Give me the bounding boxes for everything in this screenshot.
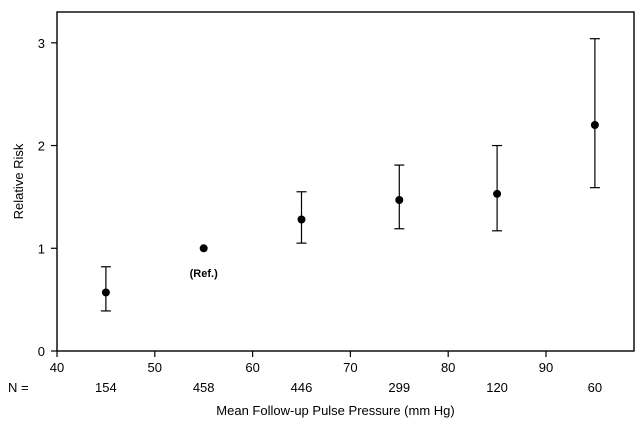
- n-value-label: 446: [291, 380, 313, 395]
- x-tick-label: 80: [441, 360, 455, 375]
- y-tick-label: 2: [38, 139, 45, 154]
- data-point: [395, 195, 404, 204]
- x-tick-label: 50: [148, 360, 162, 375]
- x-tick-label: 60: [245, 360, 259, 375]
- x-axis-title: Mean Follow-up Pulse Pressure (mm Hg): [216, 403, 454, 418]
- n-value-label: 120: [486, 380, 508, 395]
- y-tick-label: 0: [38, 344, 45, 359]
- n-value-label: 60: [588, 380, 602, 395]
- y-tick-label: 3: [38, 36, 45, 51]
- n-value-label: 458: [193, 380, 215, 395]
- ref-annotation: (Ref.): [190, 268, 218, 280]
- axis-ticks: 40 50 60 70 80 90 0 1 2 3: [38, 36, 553, 375]
- x-tick-label: 90: [539, 360, 553, 375]
- data-point: [590, 121, 599, 129]
- chart-labels: (Ref.) N = 154 458 446 299 120 60 Mean Follow-up…: [8, 143, 602, 418]
- axes: [56, 11, 635, 352]
- data-point: [297, 215, 306, 224]
- data-point: [493, 189, 502, 198]
- x-tick-label: 40: [50, 360, 64, 375]
- n-prefix: N =: [8, 380, 29, 395]
- data-point: [199, 244, 208, 253]
- n-value-label: 154: [95, 380, 117, 395]
- y-tick-label: 1: [38, 241, 45, 256]
- plot-frame: [56, 11, 635, 352]
- data-marks: [100, 38, 600, 312]
- x-tick-label: 70: [343, 360, 357, 375]
- y-axis-title: Relative Risk: [11, 143, 26, 219]
- data-point: [101, 288, 110, 297]
- n-value-label: 299: [388, 380, 410, 395]
